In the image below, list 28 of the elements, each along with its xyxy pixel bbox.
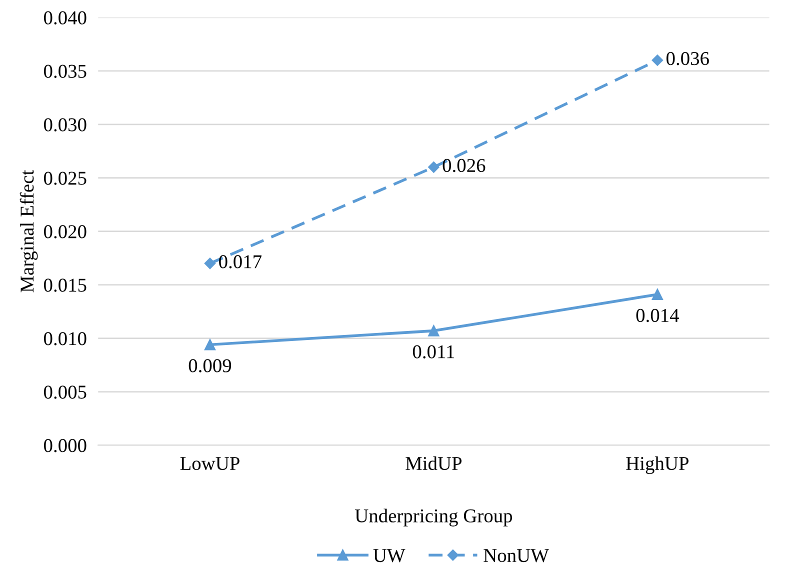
y-axis-title: Marginal Effect [20, 170, 38, 292]
legend-label: NonUW [484, 549, 549, 562]
y-tick-label: 0.010 [44, 332, 86, 346]
x-tick-label: HighUP [626, 456, 689, 474]
x-axis-title: Underpricing Group [355, 508, 512, 526]
y-tick-label: 0.030 [44, 118, 86, 132]
point [652, 288, 663, 300]
point [428, 162, 440, 173]
legend-label: UW [373, 549, 406, 562]
y-tick-label: 0.015 [44, 278, 86, 292]
data-label: 0.011 [412, 345, 454, 358]
data-label: 0.017 [219, 255, 262, 268]
data-label: 0.014 [636, 308, 680, 322]
x-tick-label: MidUP [406, 456, 462, 470]
data-label: 0.036 [666, 52, 709, 66]
y-tick-label: 0.035 [44, 64, 86, 78]
y-tick-label: 0.020 [44, 225, 86, 238]
point [204, 339, 216, 350]
point [428, 325, 440, 336]
y-tick-label: 0.040 [44, 11, 86, 24]
point [204, 258, 216, 270]
x-tick-label: LowUP [180, 457, 240, 470]
data-label: 0.009 [188, 359, 232, 372]
y-tick-label: 0.005 [44, 386, 86, 399]
data-label: 0.026 [442, 158, 486, 172]
y-tick-label: 0.000 [44, 439, 86, 452]
point [652, 54, 664, 66]
y-tick-label: 0.025 [44, 172, 86, 185]
